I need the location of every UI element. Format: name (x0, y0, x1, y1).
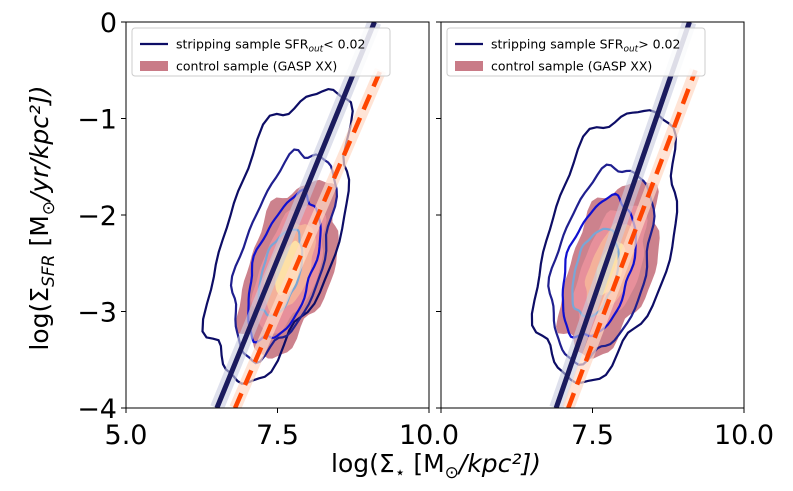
stripping-fit-line (553, 22, 692, 408)
left-panel: 5.0 7.5 10.0 0 −1 −2 −3 −4 stripping sample SFR… (77, 8, 459, 451)
legend-box (446, 27, 706, 77)
fit-lines (549, 22, 702, 408)
contour-level-1 (530, 109, 679, 384)
x-tick-label: 5.0 (105, 420, 148, 451)
y-tick-label: 0 (100, 8, 117, 39)
contour-level-3 (561, 192, 638, 339)
y-tick-label: −3 (77, 298, 117, 329)
legend-entry-label: stripping sample SFRout< 0.02 (176, 37, 365, 55)
right-legend: stripping sample SFRout> 0.02 control sam… (446, 27, 706, 77)
stripping-fit-line (214, 22, 377, 408)
legend-entry-label: control sample (GASP XX) (491, 59, 652, 74)
y-tick-label: −2 (77, 201, 117, 232)
x-axis-label: log(Σ⋆ [M⊙/kpc²]) (331, 449, 541, 483)
legend-box (131, 27, 391, 77)
x-tick-label: 7.5 (571, 420, 614, 451)
control-fit-line (566, 69, 698, 408)
right-panel: 7.5 10.0 stripping sample SFRout> 0.02 con… (436, 21, 774, 451)
legend-entry-label: stripping sample SFRout> 0.02 (491, 37, 680, 55)
y-tick-label: −4 (77, 394, 117, 425)
left-ticks: 5.0 7.5 10.0 0 −1 −2 −3 −4 (77, 8, 459, 451)
contour-level-3 (247, 188, 322, 344)
y-tick-label: −1 (77, 105, 117, 136)
contour-level-2 (547, 163, 656, 367)
control-fit-line (233, 69, 383, 408)
left-legend: stripping sample SFRout< 0.02 control sam… (131, 27, 391, 77)
fit-lines (210, 22, 387, 408)
legend-patch-swatch (140, 61, 168, 71)
right-ticks: 7.5 10.0 (436, 21, 774, 451)
legend-patch-swatch (455, 61, 483, 71)
x-tick-label: 10.0 (399, 420, 459, 451)
legend-entry-label: control sample (GASP XX) (176, 59, 337, 74)
x-tick-label: 7.5 (256, 420, 299, 451)
y-axis-label: log(ΣSFR [M⊙/yr/kpc²]) (25, 85, 59, 350)
x-tick-label: 10.0 (714, 420, 774, 451)
